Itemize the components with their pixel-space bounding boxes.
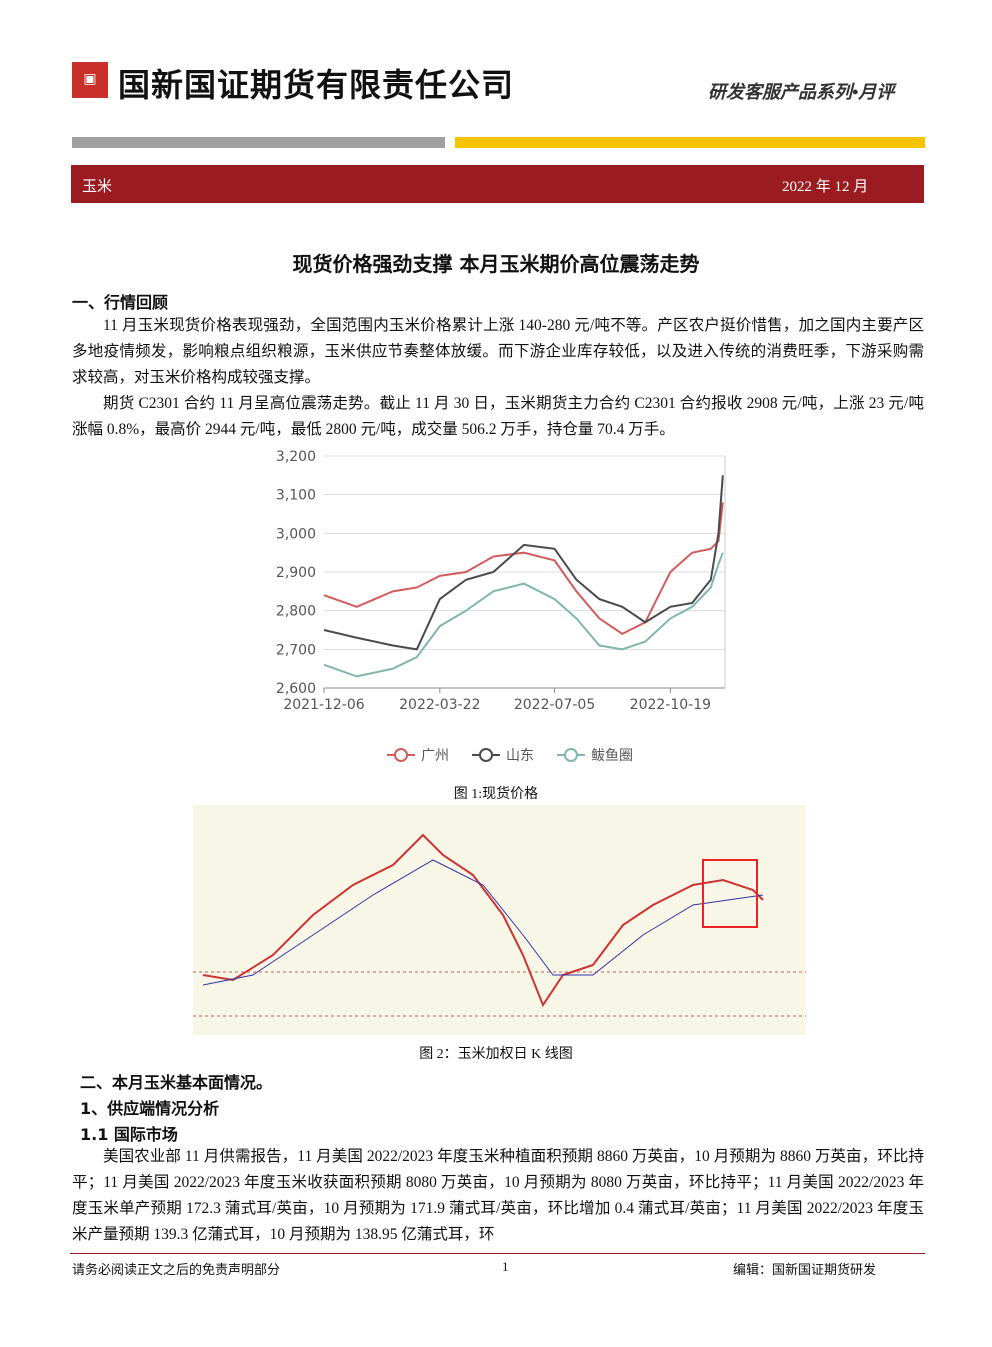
legend-marker: [564, 748, 578, 762]
chart: 2,600 2,700 2,800 2,900 3,000 3,100 3,200 2021-…: [276, 449, 726, 764]
y-tick-label: 2,700: [276, 642, 316, 658]
legend-label: 广州: [421, 748, 449, 764]
heading: 1、供应端情况分析: [80, 1099, 220, 1118]
footer-left: 请务必阅读正文之后的免责声明部分: [72, 1262, 281, 1277]
footer-right: 编辑：国新国证期货研发: [733, 1262, 877, 1277]
heading: 一、行情回顾: [72, 293, 169, 312]
x-tick-label: 2022-03-22: [399, 697, 480, 713]
series: 研发客服产品系列•月评: [708, 82, 895, 102]
y-tick-label: 2,600: [276, 681, 316, 697]
title: 现货价格强劲支撑 本月玉米期价高位震荡走势: [292, 252, 700, 276]
caption: 图 1:现货价格: [453, 787, 539, 802]
legend-label: 鲅鱼圈: [591, 747, 633, 764]
caption: 图 2：玉米加权日 K 线图: [419, 1047, 573, 1062]
heading: 二、本月玉米基本面情况。: [80, 1073, 273, 1092]
paragraph: 11 月玉米现货价格表现强劲，全国范围内玉米价格累计上涨 140-280 元/吨…: [72, 317, 924, 386]
body: 11 月玉米现货价格表现强劲，全国范围内玉米价格累计上涨 140-280 元/吨…: [72, 313, 924, 443]
page-number: 1: [502, 1259, 509, 1274]
x-tick-label: 2021-12-06: [283, 697, 364, 713]
yellow-bar: [455, 137, 925, 148]
legend-marker: [394, 748, 408, 762]
line: [323, 502, 724, 636]
footer-rule: [70, 1253, 925, 1254]
y-tick-label: 3,100: [276, 488, 316, 504]
heading: 1.1 国际市场: [80, 1125, 178, 1144]
x-tick-label: 2022-07-05: [514, 697, 595, 713]
y-tick-label: 3,000: [276, 526, 316, 542]
y-tick-label: 2,900: [276, 565, 316, 581]
band-right: 2022 年 12 月: [782, 179, 869, 195]
line: [323, 552, 724, 678]
kline-image: [193, 805, 806, 1035]
legend-marker: [479, 748, 493, 762]
x-tick-label: 2022-10-19: [630, 697, 711, 713]
line: [323, 475, 724, 651]
y-tick-label: 2,800: [276, 604, 316, 620]
legend-label: 山东: [506, 748, 534, 764]
body: 美国农业部 11 月供需报告，11 月美国 2022/2023 年度玉米种植面积…: [72, 1144, 924, 1249]
logo: ▣: [72, 62, 108, 98]
band-left: 玉米: [82, 179, 113, 195]
band: [71, 165, 924, 203]
paragraph: 期货 C2301 合约 11 月呈高位震荡走势。截止 11 月 30 日，玉米期…: [72, 395, 924, 438]
y-tick-label: 3,200: [276, 449, 316, 465]
paragraph: 美国农业部 11 月供需报告，11 月美国 2022/2023 年度玉米种植面积…: [72, 1148, 924, 1243]
company: 国新国证期货有限责任公司: [118, 66, 515, 104]
gray-bar: [72, 137, 445, 148]
